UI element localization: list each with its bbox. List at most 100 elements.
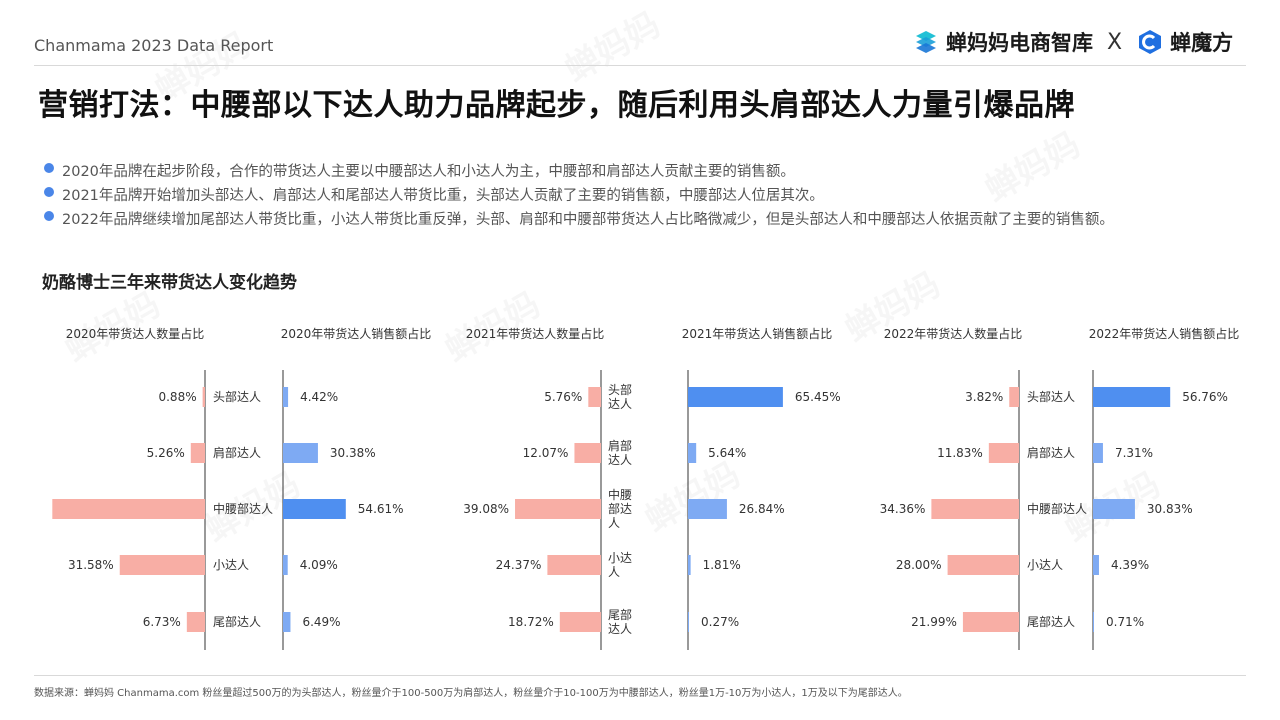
chanmama-logo-text: 蝉妈妈电商智库 [946,31,1093,55]
sales-chart-title-2020: 2020年带货达人销售额占比 [281,326,432,341]
sales-bar-2022-4 [1093,612,1094,632]
sales-label-2021-1: 5.64% [708,446,746,460]
sales-label-2022-3: 4.39% [1111,558,1149,572]
brand-logos: 蝉妈妈电商智库 X 蝉魔方 [912,22,1233,62]
count-bar-2021-0 [588,387,601,407]
sales-label-2022-4: 0.71% [1106,615,1144,629]
count-label-2021-1: 12.07% [523,446,569,460]
count-chart-title-2020: 2020年带货达人数量占比 [66,326,205,341]
bullet-item: 2022年品牌继续增加尾部达人带货比重，小达人带货比重反弹，头部、肩部和中腰部带… [44,208,1114,232]
count-label-2021-0: 5.76% [544,390,582,404]
sales-chart-title-2021: 2021年带货达人销售额占比 [682,326,833,341]
sales-label-2021-0: 65.45% [795,390,841,404]
count-chart-title-2022: 2022年带货达人数量占比 [884,326,1023,341]
chanmofang-logo-icon [1139,30,1162,54]
bullet-item: 2021年品牌开始增加头部达人、肩部达人和尾部达人带货比重，头部达人贡献了主要的… [44,184,1114,208]
count-label-2022-0: 3.82% [965,390,1003,404]
count-bar-2021-2 [515,499,601,519]
bullet-text: 2021年品牌开始增加头部达人、肩部达人和尾部达人带货比重，头部达人贡献了主要的… [62,188,824,204]
sales-bar-2022-0 [1093,387,1171,407]
count-bar-2020-2 [52,499,205,519]
category-label-2020-4: 尾部达人 [213,614,261,629]
count-label-2022-4: 21.99% [911,615,957,629]
category-label-2020-0: 头部达人 [213,389,261,404]
category-label-2021-3: 人 [608,565,620,579]
bullet-dot-icon [44,187,54,197]
category-label-2021-1: 达人 [608,453,632,467]
count-bar-2021-4 [559,612,601,632]
sales-bar-2022-2 [1093,499,1135,519]
count-label-2020-1: 5.26% [147,446,185,460]
sales-label-2022-0: 56.76% [1182,390,1228,404]
sales-label-2020-4: 6.49% [302,615,340,629]
category-label-2022-4: 尾部达人 [1027,614,1075,629]
bullet-text: 2020年品牌在起步阶段，合作的带货达人主要以中腰部达人和小达人为主，中腰部和肩… [62,164,795,180]
chanmama-logo-icon [916,31,936,53]
category-label-2021-3: 小达 [608,551,632,565]
sales-bar-2021-0 [688,387,783,407]
sales-bar-2020-2 [283,499,346,519]
count-bar-2022-4 [962,612,1019,632]
sales-chart-title-2022: 2022年带货达人销售额占比 [1089,326,1240,341]
report-title: Chanmama 2023 Data Report [34,36,274,55]
category-label-2021-0: 头部 [608,382,632,397]
header-divider [34,65,1246,66]
category-label-2021-4: 达人 [608,622,632,636]
sales-bar-2021-1 [688,443,697,463]
category-label-2021-1: 肩部 [608,438,632,453]
category-label-2021-2: 部达 [608,501,632,516]
bullet-item: 2020年品牌在起步阶段，合作的带货达人主要以中腰部达人和小达人为主，中腰部和肩… [44,160,1114,184]
chart-section-title: 奶酪博士三年来带货达人变化趋势 [42,273,297,293]
chanmofang-logo-text: 蝉魔方 [1170,31,1234,55]
count-label-2022-2: 34.36% [880,502,926,516]
sales-label-2020-2: 54.61% [358,502,404,516]
sales-label-2020-1: 30.38% [330,446,376,460]
count-bar-2022-3 [947,555,1019,575]
count-label-2021-2: 39.08% [463,502,509,516]
sales-bar-2021-3 [688,555,691,575]
count-label-2022-3: 28.00% [896,558,942,572]
logo-separator: X [1107,29,1123,55]
count-bar-2020-3 [119,555,205,575]
sales-label-2020-0: 4.42% [300,390,338,404]
summary-bullets: 2020年品牌在起步阶段，合作的带货达人主要以中腰部达人和小达人为主，中腰部和肩… [44,160,1114,232]
sales-label-2021-4: 0.27% [701,615,739,629]
sales-bar-2021-2 [688,499,727,519]
sales-label-2021-2: 26.84% [739,502,785,516]
sales-bar-2020-4 [283,612,291,632]
sales-label-2020-3: 4.09% [300,558,338,572]
count-label-2021-4: 18.72% [508,615,554,629]
count-label-2020-0: 0.88% [158,390,196,404]
count-label-2021-3: 24.37% [496,558,542,572]
category-label-2021-2: 中腰 [608,487,632,502]
page-title: 营销打法：中腰部以下达人助力品牌起步，随后利用头肩部达人力量引爆品牌 [38,88,1075,123]
sales-bar-2020-0 [283,387,289,407]
count-label-2020-4: 6.73% [143,615,181,629]
category-label-2022-2: 中腰部达人 [1027,501,1087,516]
sales-bar-2020-3 [283,555,288,575]
data-source-footnote: 数据来源：蝉妈妈 Chanmama.com 粉丝量超过500万的为头部达人，粉丝… [34,688,908,699]
count-bar-2021-3 [547,555,601,575]
sales-bar-2022-3 [1093,555,1099,575]
bullet-text: 2022年品牌继续增加尾部达人带货比重，小达人带货比重反弹，头部、肩部和中腰部带… [62,212,1114,228]
count-bar-2022-2 [931,499,1019,519]
bullet-dot-icon [44,211,54,221]
count-bar-2020-1 [190,443,205,463]
footer-divider [34,675,1246,676]
bullet-dot-icon [44,163,54,173]
count-label-2020-3: 31.58% [68,558,114,572]
category-label-2021-0: 达人 [608,397,632,411]
sales-bar-2021-4 [688,612,689,632]
count-bar-2020-0 [202,387,205,407]
count-bar-2022-0 [1009,387,1019,407]
category-label-2021-2: 人 [608,516,620,530]
count-chart-title-2021: 2021年带货达人数量占比 [466,326,605,341]
category-label-2020-3: 小达人 [213,558,249,572]
sales-bar-2020-1 [283,443,318,463]
category-label-2021-4: 尾部 [608,607,632,622]
count-label-2022-1: 11.83% [937,446,983,460]
category-label-2022-3: 小达人 [1027,558,1063,572]
category-label-2022-1: 肩部达人 [1027,445,1075,460]
sales-bar-2022-1 [1093,443,1103,463]
